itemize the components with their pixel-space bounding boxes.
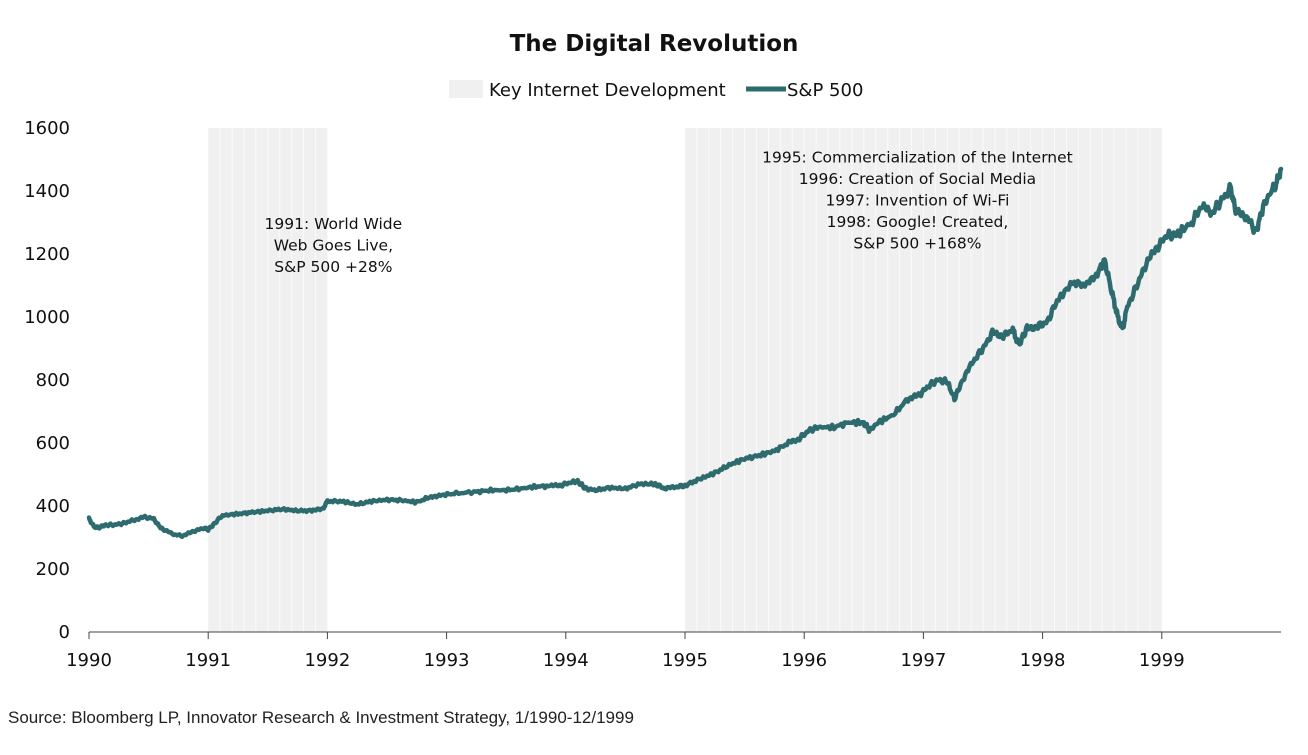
chart-title: The Digital Revolution xyxy=(510,31,799,57)
legend-label-sp500: S&P 500 xyxy=(787,80,863,101)
x-tick-label: 1993 xyxy=(424,650,470,671)
legend-label-key-internet-development: Key Internet Development xyxy=(489,80,726,101)
x-tick-label: 1992 xyxy=(304,650,350,671)
x-tick-label: 1990 xyxy=(66,650,112,671)
y-tick-label: 400 xyxy=(36,496,70,517)
legend-swatch-key-internet-development xyxy=(449,80,483,98)
annotation-line: 1995: Commercialization of the Internet xyxy=(762,149,1073,167)
annotation-line: S&P 500 +168% xyxy=(853,235,981,253)
annotation-line: 1997: Invention of Wi-Fi xyxy=(825,192,1009,210)
y-tick-label: 1200 xyxy=(24,244,70,265)
annotation-line: S&P 500 +28% xyxy=(274,258,392,276)
source-note: Source: Bloomberg LP, Innovator Research… xyxy=(8,708,634,727)
annotation-line: 1991: World Wide xyxy=(265,215,403,233)
annotation-0: 1991: World Wide Web Goes Live, S&P 500 +2… xyxy=(265,215,403,276)
x-tick-label: 1991 xyxy=(185,650,231,671)
annotation-1: 1995: Commercialization of the Internet 1… xyxy=(762,149,1073,253)
legend: Key Internet Development S&P 500 xyxy=(449,80,863,101)
x-tick-label: 1997 xyxy=(900,650,946,671)
chart-area: The Digital Revolution Key Internet Deve… xyxy=(24,31,1284,671)
x-tick-label: 1994 xyxy=(543,650,589,671)
annotation-line: 1996: Creation of Social Media xyxy=(799,170,1036,188)
y-tick-label: 1000 xyxy=(24,307,70,328)
y-tick-label: 1400 xyxy=(24,181,70,202)
y-tick-label: 600 xyxy=(36,433,70,454)
x-tick-label: 1995 xyxy=(662,650,708,671)
y-tick-label: 200 xyxy=(36,559,70,580)
series-line-sp500 xyxy=(86,166,1284,540)
x-tick-label: 1999 xyxy=(1139,650,1185,671)
x-tick-label: 1996 xyxy=(781,650,827,671)
y-tick-label: 0 xyxy=(59,622,70,643)
y-tick-label: 800 xyxy=(36,370,70,391)
annotation-line: 1998: Google! Created, xyxy=(827,213,1009,231)
annotation-line: Web Goes Live, xyxy=(274,236,393,254)
x-tick-label: 1998 xyxy=(1020,650,1066,671)
y-tick-label: 1600 xyxy=(24,118,70,139)
